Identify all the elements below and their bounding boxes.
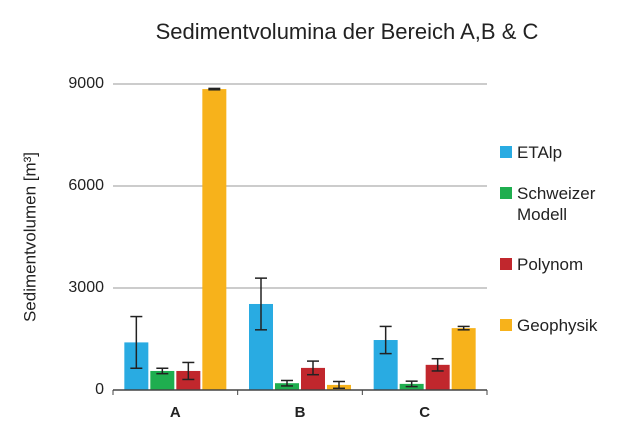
x-tick-label: A [170,404,181,421]
y-axis-label: Sedimentvolumen [m³] [20,152,39,322]
legend-swatch [500,146,512,158]
legend-label: Schweizer Modell [517,184,596,224]
error-bar [457,325,470,331]
error-bar [208,87,221,91]
y-tick-label: 6000 [68,177,104,194]
error-bar [431,357,444,372]
legend-swatch [500,258,512,270]
bar [176,370,201,390]
chart-title: Sedimentvolumina der Bereich A,B & C [156,19,539,44]
legend-label: Geophysik [517,316,598,335]
bar [301,367,325,390]
bar [451,328,476,390]
y-tick-label: 9000 [68,75,104,92]
legend-item: ETAlp [500,142,627,163]
y-tick-label: 0 [95,381,104,398]
x-tick-label: B [295,404,306,421]
y-tick-label: 3000 [68,279,104,296]
error-bar [281,379,293,387]
legend-label: ETAlp [517,143,563,162]
legend-item: Polynom [500,254,627,275]
error-bar [379,325,392,355]
error-bar [405,380,418,388]
legend-label: Polynom [517,255,584,274]
bar [150,370,175,390]
error-bar [307,360,319,376]
error-bar [156,367,169,375]
error-bar [182,361,195,381]
error-bar [333,380,345,390]
legend-item: Schweizer Modell [500,183,627,225]
error-bar [130,315,143,369]
legend-item: Geophysik [500,315,627,336]
legend-swatch [500,187,512,199]
x-tick-label: C [419,404,430,421]
error-bar [255,277,267,331]
bar [202,89,227,390]
legend-swatch [500,319,512,331]
